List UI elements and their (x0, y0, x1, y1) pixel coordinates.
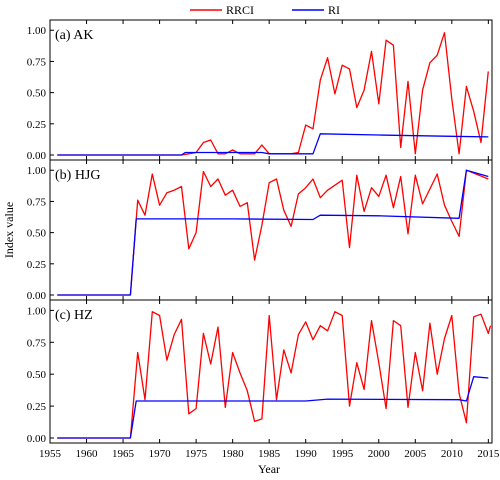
panel-2: 0.00 0.25 0.50 0.75 1.00 (b) HJG (27, 159, 493, 302)
x-tick-label: 2015 (477, 448, 500, 460)
panel-label: (a) AK (55, 28, 94, 43)
y-tick-label: 0.75 (27, 56, 47, 68)
series-line-rrci (57, 311, 492, 439)
y-tick-label: 0.75 (27, 337, 47, 349)
panel-frame (49, 19, 493, 161)
panel-frame (49, 159, 493, 301)
series-line-ri (57, 376, 489, 439)
series-line-ri (57, 133, 489, 156)
y-tick-label: 0.25 (27, 119, 47, 131)
x-tick-label: 1990 (295, 448, 318, 460)
x-tick-label: 1960 (76, 448, 99, 460)
y-tick-label: 0.50 (27, 88, 47, 100)
x-tick-label: 2010 (441, 448, 464, 460)
x-tick-label: 2005 (404, 448, 427, 460)
legend-rrci-label: RRCI (226, 3, 254, 17)
series-line-ri (57, 169, 489, 296)
series-line-rrci (57, 169, 489, 296)
x-tick-label: 1965 (112, 448, 135, 460)
panel-1: 0.00 0.25 0.50 0.75 1.00 (a) AK (27, 19, 493, 162)
x-tick-label: 1995 (331, 448, 354, 460)
panel-3: 0.00 0.25 0.50 0.75 1.00 (c) HZ (27, 299, 493, 445)
x-tick-label: 1985 (258, 448, 281, 460)
y-tick-label: 0.25 (27, 401, 47, 413)
y-tick-label: 0.50 (27, 369, 47, 381)
y-tick-label: 1.00 (27, 25, 47, 37)
y-tick-label: 1.00 (27, 165, 47, 177)
legend-ri-label: RI (328, 3, 340, 17)
panel-label: (b) HJG (55, 168, 101, 183)
y-axis-title: Index value (2, 202, 16, 258)
series-line-rrci (57, 32, 489, 156)
panel-frame (49, 299, 493, 444)
x-tick-label: 2000 (368, 448, 391, 460)
x-tick-label: 1970 (149, 448, 172, 460)
y-tick-label: 1.00 (27, 305, 47, 317)
y-tick-label: 0.75 (27, 196, 47, 208)
legend: RRCI RI (190, 3, 340, 17)
y-tick-label: 0.00 (27, 433, 47, 445)
x-tick-label: 1980 (222, 448, 245, 460)
y-tick-label: 0.00 (27, 150, 47, 162)
y-tick-label: 0.25 (27, 259, 47, 271)
panel-label: (c) HZ (55, 308, 93, 323)
x-tick-label: 1955 (39, 448, 62, 460)
y-tick-label: 0.00 (27, 290, 47, 302)
x-axis-title: Year (258, 462, 280, 476)
x-tick-label: 1975 (185, 448, 208, 460)
y-tick-label: 0.50 (27, 228, 47, 240)
